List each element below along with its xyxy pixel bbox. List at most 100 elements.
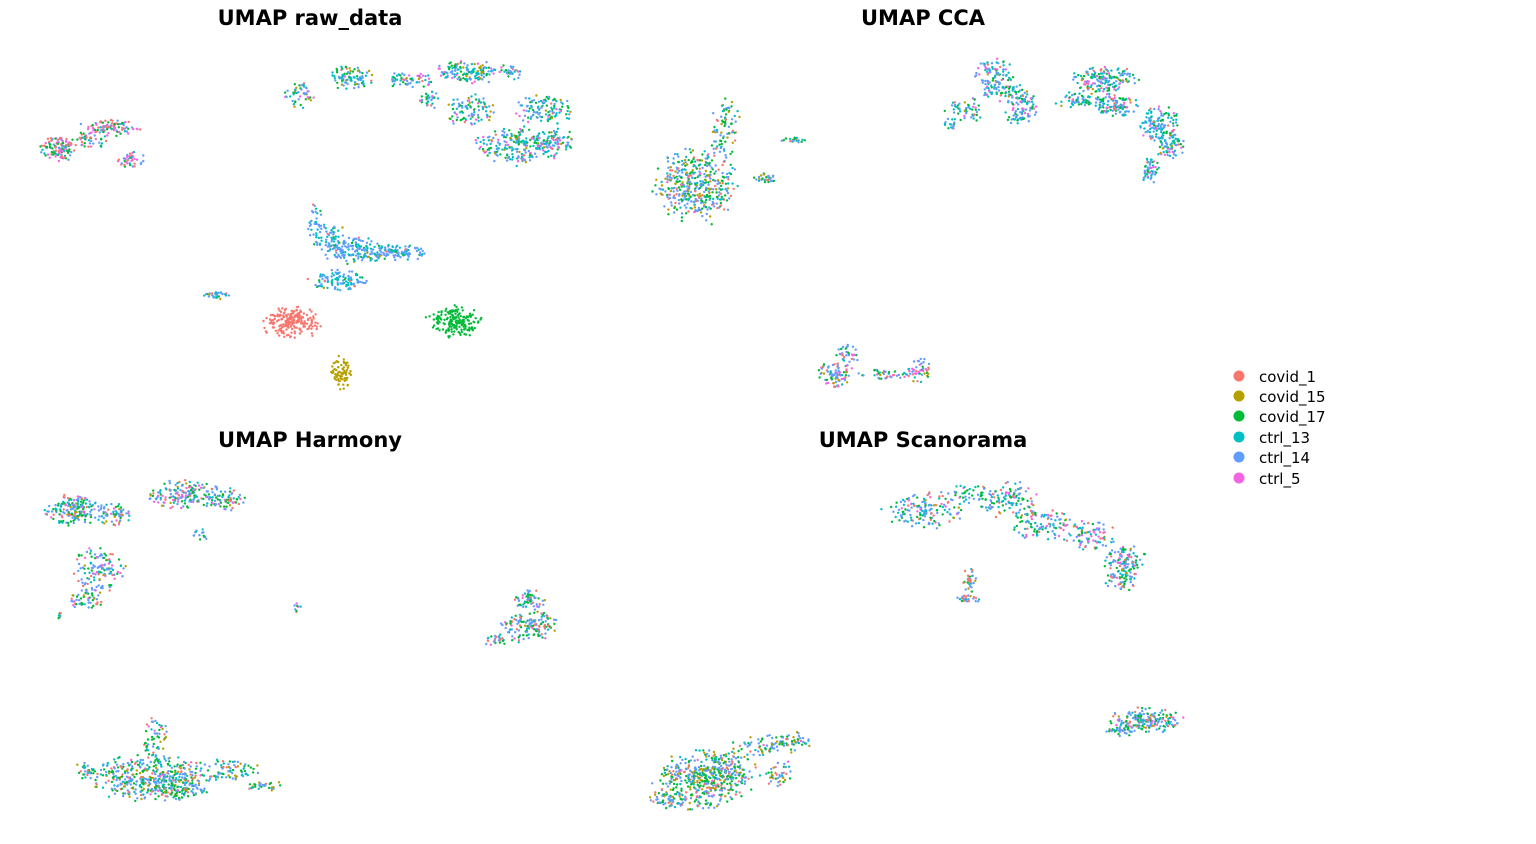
cell-point: [844, 376, 847, 379]
cell-point: [341, 226, 344, 229]
cell-point: [179, 489, 182, 492]
cell-point: [289, 312, 293, 316]
cell-point: [986, 79, 989, 83]
cell-cluster: [283, 60, 573, 168]
cell-point: [517, 101, 520, 104]
cell-point: [210, 503, 213, 507]
cell-point: [52, 143, 55, 146]
cell-point: [447, 312, 450, 315]
cell-point: [316, 243, 319, 246]
cell-point: [330, 275, 333, 278]
cell-point: [326, 286, 329, 290]
cell-point: [188, 500, 191, 503]
cell-point: [668, 176, 672, 179]
cell-point: [1172, 153, 1176, 156]
cell-point: [830, 378, 834, 381]
cell-point: [87, 139, 91, 142]
cell-point: [522, 633, 525, 637]
cell-point: [515, 137, 518, 141]
cell-point: [952, 124, 955, 128]
cell-point: [733, 168, 737, 171]
cell-point: [357, 83, 360, 86]
cell-point: [334, 246, 337, 249]
cell-point: [383, 246, 387, 249]
cell-point: [142, 154, 145, 157]
cell-point: [550, 154, 553, 157]
cell-point: [666, 172, 669, 175]
cell-point: [108, 558, 111, 561]
cell-point: [526, 120, 530, 124]
cell-point: [377, 244, 381, 247]
cell-point: [996, 68, 999, 71]
cell-point: [96, 566, 99, 569]
cell-point: [83, 564, 87, 567]
cell-point: [71, 513, 74, 516]
cell-point: [681, 181, 684, 184]
cell-point: [100, 563, 104, 567]
cell-point: [351, 70, 355, 73]
cell-point: [482, 142, 486, 145]
cell-point: [694, 190, 697, 193]
cell-point: [557, 142, 560, 146]
cell-point: [152, 489, 155, 492]
cell-point: [667, 208, 670, 211]
cell-point: [818, 376, 821, 379]
cell-point: [464, 325, 467, 328]
cell-point: [963, 101, 966, 104]
cell-point: [125, 130, 128, 133]
cell-point: [1083, 101, 1086, 104]
cell-point: [720, 122, 723, 126]
cell-point: [666, 175, 669, 178]
cell-point: [157, 778, 161, 781]
cell-point: [667, 213, 670, 216]
cell-point: [1073, 75, 1076, 79]
cell-point: [1020, 118, 1023, 121]
cell-point: [1145, 157, 1149, 161]
cell-point: [44, 154, 47, 157]
cell-point: [1149, 177, 1152, 181]
cell-point: [495, 144, 498, 148]
cell-point: [539, 622, 543, 626]
cell-point: [703, 150, 706, 153]
cell-point: [401, 72, 404, 75]
cell-point: [92, 564, 95, 567]
cell-point: [720, 145, 723, 148]
cell-point: [476, 69, 479, 73]
cell-point: [197, 782, 201, 785]
cell-point: [789, 137, 792, 141]
cell-point: [149, 497, 152, 500]
cell-point: [99, 586, 103, 590]
cell-point: [378, 253, 381, 256]
cell-point: [294, 608, 297, 611]
cell-point: [357, 247, 360, 250]
cell-point: [1148, 131, 1152, 134]
cell-point: [466, 72, 469, 76]
cell-point: [378, 246, 381, 250]
cell-point: [343, 75, 346, 78]
cell-point: [1082, 89, 1085, 93]
cell-point: [729, 194, 733, 198]
cell-point: [323, 223, 326, 226]
cell-point: [337, 360, 340, 364]
cell-point: [727, 176, 730, 179]
cell-point: [708, 191, 711, 195]
cell-point: [95, 602, 98, 606]
cell-point: [1149, 116, 1153, 119]
cell-point: [84, 496, 87, 500]
cell-point: [366, 251, 369, 254]
cell-point: [152, 492, 155, 495]
cell-point: [346, 384, 349, 387]
cell-point: [1170, 144, 1174, 147]
cell-point: [466, 64, 469, 67]
cell-point: [199, 769, 202, 772]
cell-point: [681, 163, 684, 166]
cell-point: [545, 150, 548, 154]
cell-point: [186, 795, 190, 798]
cell-point: [698, 192, 701, 195]
cell-point: [81, 581, 84, 584]
cell-point: [517, 142, 520, 146]
cell-point: [59, 137, 63, 140]
cell-point: [698, 196, 701, 200]
cell-point: [668, 178, 671, 181]
cell-point: [73, 517, 77, 520]
